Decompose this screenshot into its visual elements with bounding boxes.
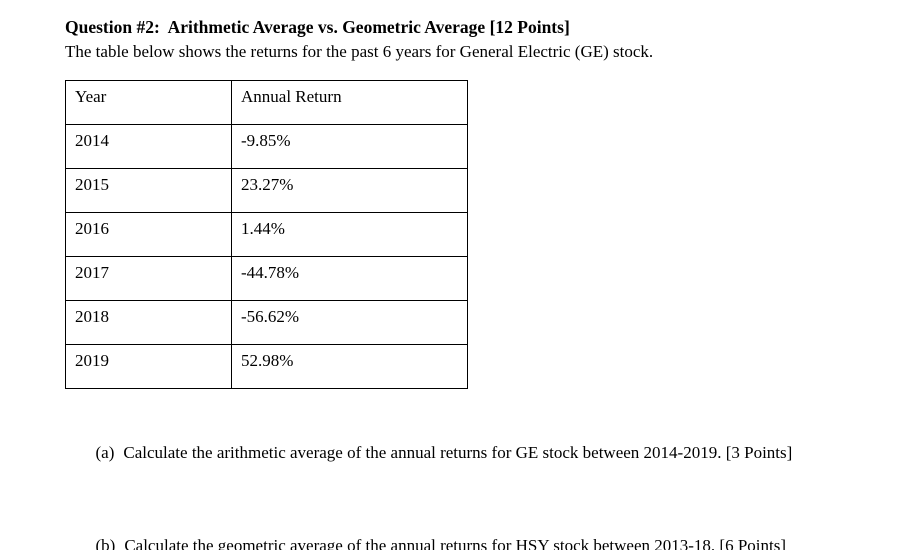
question-a-text: Calculate the arithmetic average of the … [123,443,793,462]
table-header-row: Year Annual Return [65,80,468,125]
year-cell: 2016 [65,212,232,257]
sub-questions: (a) Calculate the arithmetic average of t… [65,417,857,550]
annual-returns-table: Year Annual Return 2014 -9.85% 2015 23.2… [65,80,468,389]
year-cell: 2018 [65,300,232,345]
table-row: 2018 -56.62% [65,300,468,345]
table-row: 2016 1.44% [65,212,468,257]
table-row: 2014 -9.85% [65,124,468,169]
year-cell: 2017 [65,256,232,301]
question-title: Question #2: Arithmetic Average vs. Geom… [65,17,570,37]
return-cell: -44.78% [231,256,468,301]
year-cell: 2019 [65,344,232,389]
table-row: 2019 52.98% [65,344,468,389]
return-cell: -56.62% [231,300,468,345]
return-cell: -9.85% [231,124,468,169]
table-row: 2015 23.27% [65,168,468,213]
return-cell: 23.27% [231,168,468,213]
table-row: 2017 -44.78% [65,256,468,301]
question-a-label: (a) [95,443,115,462]
question-a: (a) Calculate the arithmetic average of t… [70,417,857,489]
header-year: Year [65,80,232,125]
year-cell: 2014 [65,124,232,169]
return-cell: 1.44% [231,212,468,257]
question-b: (b) Calculate the geometric average of th… [70,510,857,550]
header-annual-return: Annual Return [231,80,468,125]
year-cell: 2015 [65,168,232,213]
intro-text: The table below shows the returns for th… [65,42,654,61]
question-b-text: Calculate the geometric average of the a… [124,536,787,550]
question-b-label: (b) [95,536,116,550]
return-cell: 52.98% [231,344,468,389]
